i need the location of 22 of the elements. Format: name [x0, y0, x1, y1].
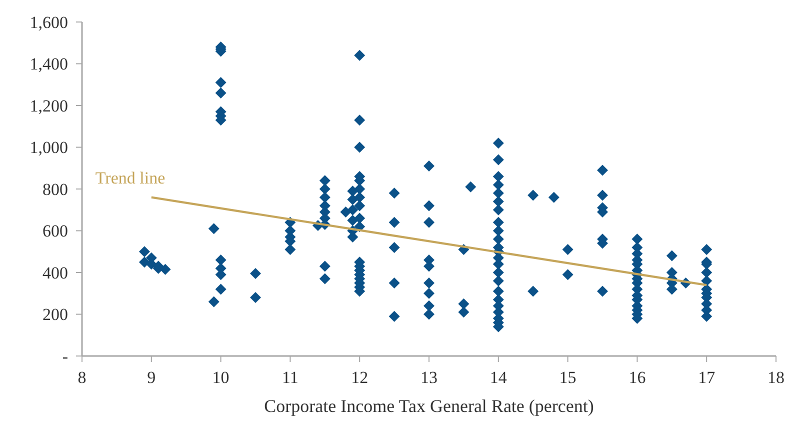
y-tick-label: 1,200: [30, 96, 68, 116]
x-tick-label: 14: [490, 368, 508, 387]
y-tick-label: 600: [42, 222, 68, 241]
y-tick-label: 1,400: [30, 54, 68, 74]
x-tick-label: 17: [698, 368, 716, 387]
y-tick-label: 1,600: [30, 12, 68, 32]
x-tick-label: 8: [78, 368, 86, 387]
y-tick-label: 1,000: [30, 138, 68, 158]
x-tick-label: 10: [212, 368, 230, 387]
x-axis-title: Corporate Income Tax General Rate (percent): [264, 396, 594, 416]
x-tick-label: 13: [420, 368, 438, 387]
x-tick-label: 9: [147, 368, 156, 387]
x-tick-label: 15: [559, 368, 576, 387]
y-tick-label: 200: [42, 305, 68, 324]
series-label: Trend line: [95, 168, 166, 188]
y-tick-label: 400: [42, 263, 68, 282]
x-tick-label: 18: [768, 368, 784, 387]
y-tick-label: 800: [42, 180, 68, 199]
x-tick-label: 12: [351, 368, 368, 387]
x-tick-label: 11: [282, 368, 298, 387]
x-tick-label: 16: [628, 368, 646, 387]
y-tick-label: -: [62, 346, 68, 366]
